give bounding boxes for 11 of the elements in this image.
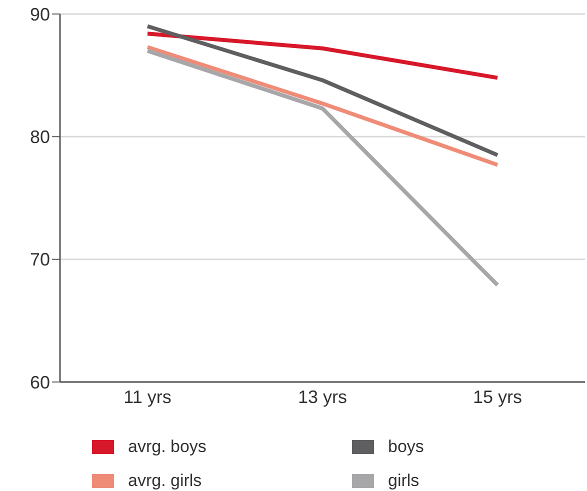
legend-label: avrg. girls: [127, 471, 203, 491]
y-tick-label: 60: [30, 372, 50, 392]
legend-label: avrg. boys: [127, 437, 208, 457]
x-tick-label: 11 yrs: [124, 386, 172, 407]
legend-label: boys: [387, 437, 425, 457]
x-tick-label: 13 yrs: [298, 386, 348, 407]
y-tick-label: 70: [30, 250, 50, 270]
x-tick-label: 15 yrs: [472, 386, 522, 407]
legend-label: girls: [387, 471, 420, 491]
y-tick-label: 90: [30, 4, 50, 24]
y-tick-label: 80: [30, 127, 50, 148]
